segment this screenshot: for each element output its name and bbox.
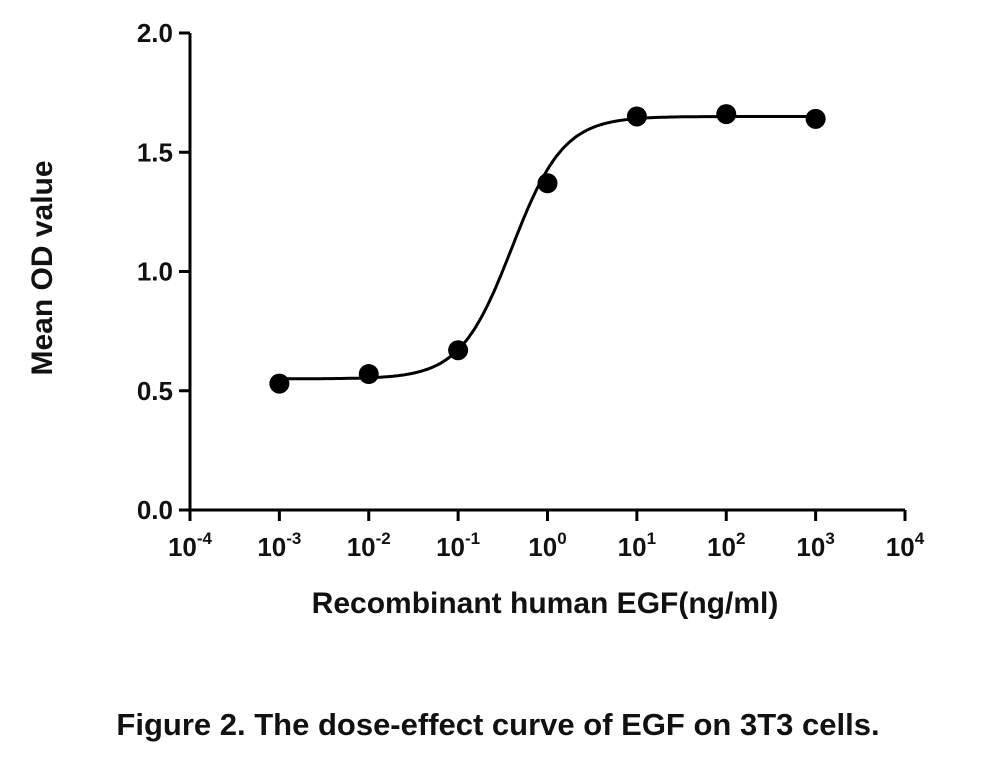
y-tick-label: 0.5 (137, 376, 173, 406)
y-tick-label: 1.0 (137, 257, 173, 287)
y-tick-label: 0.0 (137, 495, 173, 525)
x-tick-label: 10-4 (168, 529, 213, 562)
y-tick-label: 1.5 (137, 137, 173, 167)
x-tick-label: 10-3 (257, 529, 301, 562)
data-point (448, 340, 469, 361)
y-axis-label: Mean OD value (26, 160, 59, 375)
data-point (716, 104, 737, 125)
y-tick-label: 2.0 (137, 18, 173, 48)
axes (188, 33, 905, 512)
x-tick-label: 100 (528, 529, 566, 562)
x-axis-ticks: 10-4 10-3 10-2 10-1 100 101 102 103 104 (168, 510, 925, 562)
data-point (537, 173, 558, 194)
data-points (269, 104, 826, 394)
x-tick-label: 10-2 (347, 529, 391, 562)
x-axis-label: Recombinant human EGF(ng/ml) (312, 587, 779, 620)
fit-curve (279, 115, 816, 381)
data-point (269, 373, 290, 394)
figure-caption: Figure 2. The dose-effect curve of EGF o… (116, 707, 879, 742)
x-tick-label: 104 (886, 529, 925, 562)
x-tick-label: 102 (707, 529, 745, 562)
data-point (358, 364, 379, 385)
data-point (626, 106, 647, 127)
x-tick-label: 10-1 (436, 529, 480, 562)
x-tick-label: 101 (618, 529, 656, 562)
y-axis-ticks: 0.0 0.5 1.0 1.5 2.0 (137, 18, 190, 525)
x-tick-label: 103 (796, 529, 834, 562)
data-point (805, 108, 826, 129)
